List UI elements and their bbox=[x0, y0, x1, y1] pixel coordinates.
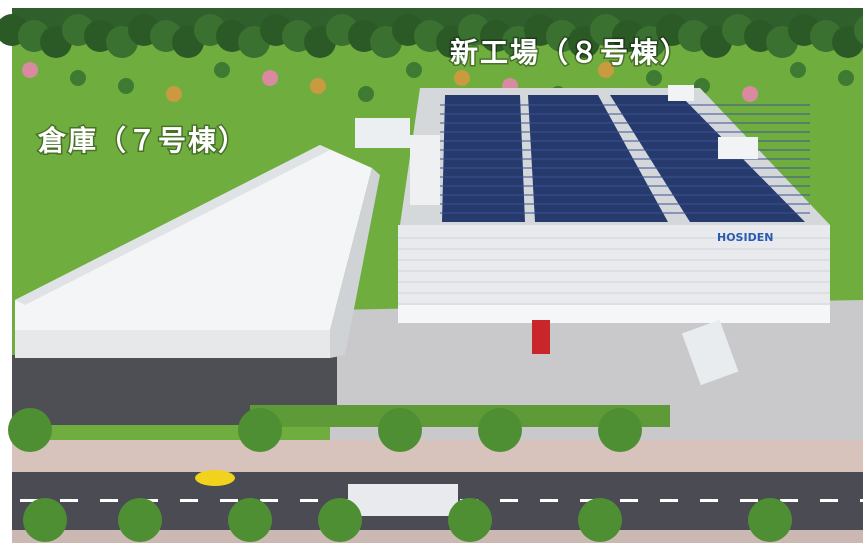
bus bbox=[348, 484, 458, 516]
warehouse-side bbox=[330, 168, 380, 358]
lane-mark bbox=[580, 499, 598, 502]
garden-tree bbox=[166, 86, 182, 102]
street-tree bbox=[578, 498, 622, 542]
sidewalk bbox=[12, 440, 863, 472]
street-tree bbox=[478, 408, 522, 452]
lane-mark bbox=[740, 499, 758, 502]
street-tree bbox=[748, 498, 792, 542]
lane-mark bbox=[220, 499, 238, 502]
lane-mark bbox=[780, 499, 798, 502]
trailer bbox=[681, 319, 739, 386]
street-tree bbox=[318, 498, 362, 542]
lane-mark bbox=[500, 499, 518, 502]
scenery bbox=[0, 8, 863, 543]
garden-tree bbox=[742, 86, 758, 102]
lane-mark bbox=[660, 499, 678, 502]
lane-mark bbox=[620, 499, 638, 502]
lane-mark bbox=[300, 499, 318, 502]
street-tree bbox=[378, 408, 422, 452]
garden-tree bbox=[22, 62, 38, 78]
garden-tree bbox=[598, 62, 614, 78]
street-tree bbox=[238, 408, 282, 452]
street-tree bbox=[23, 498, 67, 542]
forest-tree bbox=[854, 15, 863, 45]
street-tree bbox=[598, 408, 642, 452]
car bbox=[195, 470, 235, 486]
roof-unit bbox=[718, 137, 758, 159]
roof-unit bbox=[668, 85, 694, 101]
lane-mark bbox=[260, 499, 278, 502]
warehouse-wall bbox=[15, 330, 330, 358]
garden-tree bbox=[214, 62, 230, 78]
lane-mark bbox=[540, 499, 558, 502]
paved-lot bbox=[330, 300, 863, 470]
lane-mark bbox=[100, 499, 118, 502]
street-tree bbox=[448, 498, 492, 542]
lane-mark bbox=[820, 499, 838, 502]
factory-facade bbox=[398, 225, 830, 310]
street-tree bbox=[8, 408, 52, 452]
garden-tree bbox=[646, 70, 662, 86]
garden-tree bbox=[406, 62, 422, 78]
lane-mark bbox=[180, 499, 198, 502]
garden-tree bbox=[70, 70, 86, 86]
canopy bbox=[398, 305, 830, 323]
factory-label: 新工場（８号棟） bbox=[450, 36, 690, 69]
truck bbox=[532, 320, 550, 354]
lane-mark bbox=[60, 499, 78, 502]
garden-tree bbox=[454, 70, 470, 86]
road-edge bbox=[12, 530, 863, 543]
lane-mark bbox=[20, 499, 38, 502]
lawn-strip bbox=[250, 405, 670, 427]
warehouse-label: 倉庫（７号棟） bbox=[37, 124, 248, 157]
warehouse-roof-shade bbox=[15, 145, 330, 305]
garden-tree bbox=[310, 78, 326, 94]
lane-mark bbox=[860, 499, 863, 502]
roof-unit bbox=[410, 135, 440, 205]
garden-tree bbox=[262, 70, 278, 86]
lane-mark bbox=[700, 499, 718, 502]
street-tree bbox=[228, 498, 272, 542]
garden-tree bbox=[118, 78, 134, 94]
company-sign: HOSIDEN bbox=[717, 231, 773, 244]
garden-tree bbox=[790, 62, 806, 78]
street-tree bbox=[118, 498, 162, 542]
warehouse-roof bbox=[15, 145, 372, 330]
garden-tree bbox=[358, 86, 374, 102]
annex bbox=[355, 118, 410, 148]
garden-tree bbox=[838, 70, 854, 86]
